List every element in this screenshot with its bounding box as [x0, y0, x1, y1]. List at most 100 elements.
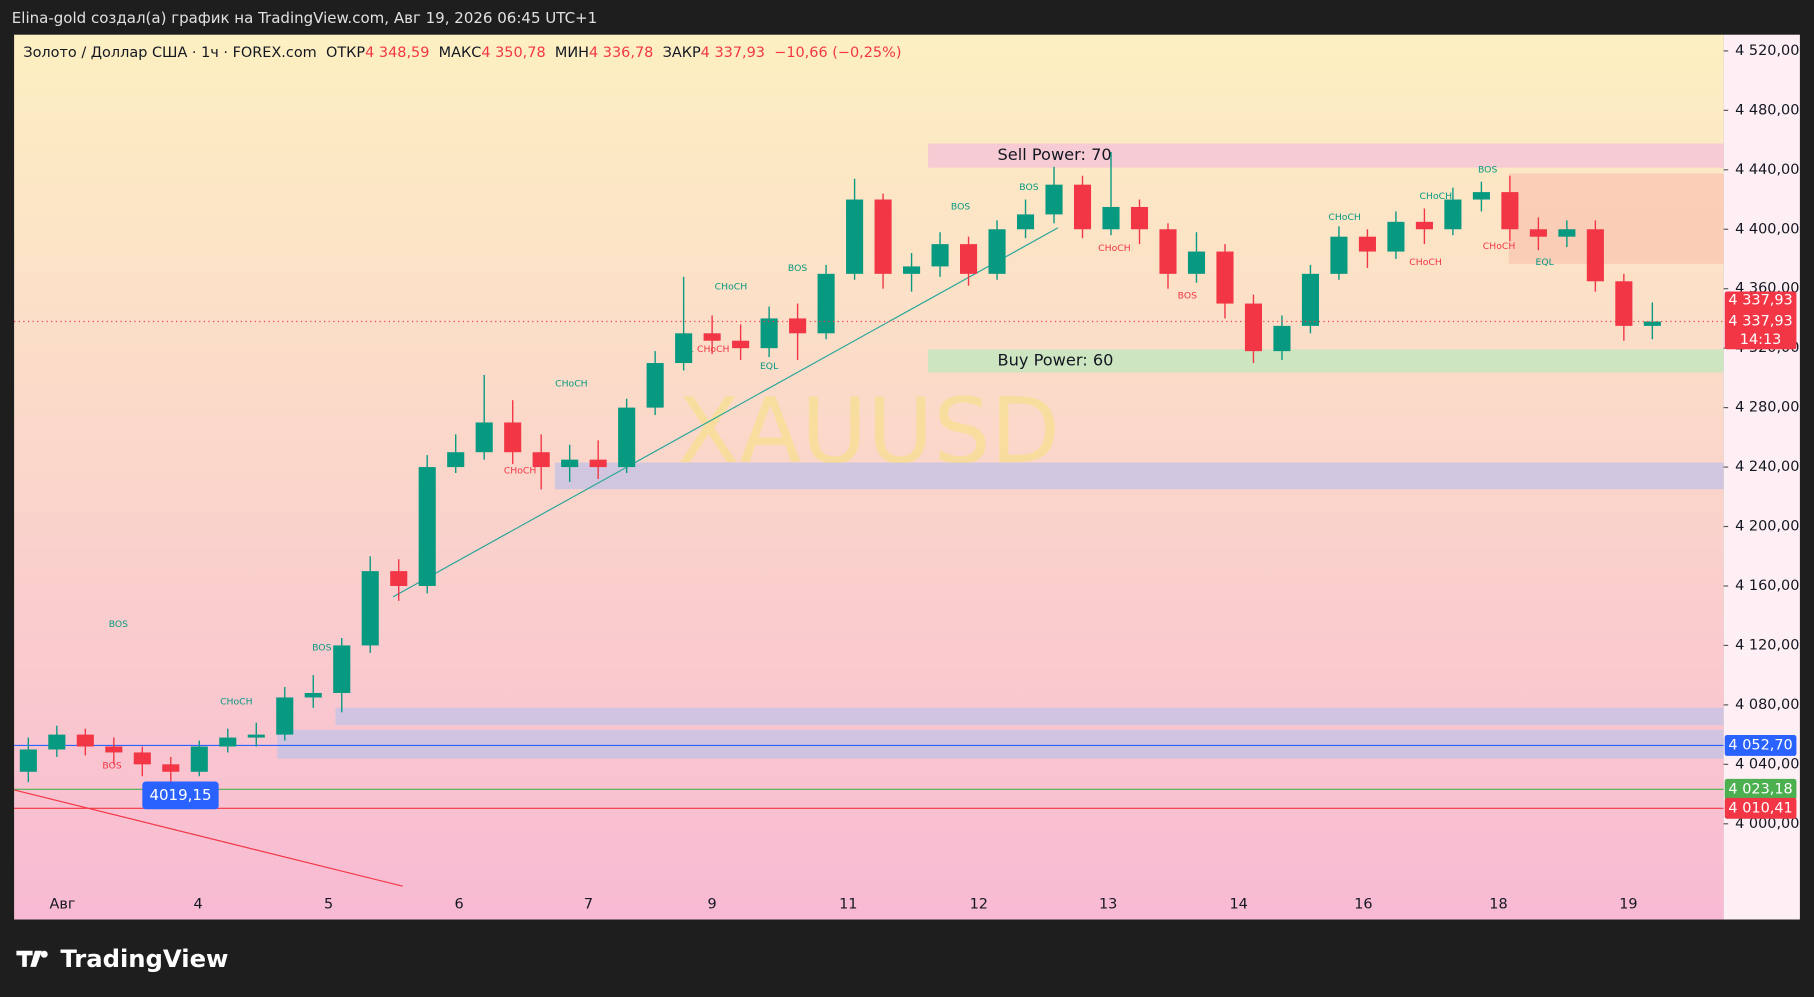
- candle-body: [703, 333, 721, 341]
- price-tag-label: 4 052,70: [1728, 737, 1792, 753]
- candle-body: [1330, 236, 1348, 274]
- structure-label: EQL: [1536, 257, 1555, 268]
- price-tag: [1724, 797, 1797, 819]
- x-tick-label: 12: [970, 896, 988, 912]
- zone: [335, 707, 1724, 726]
- price-tag: [1724, 778, 1797, 800]
- candle-body: [418, 467, 436, 586]
- structure-label: EQL: [760, 361, 779, 372]
- callout-label: 4019,15: [149, 786, 211, 804]
- structure-label: BOS: [102, 760, 121, 771]
- candle-body: [1045, 184, 1063, 215]
- x-tick-label: 6: [455, 896, 464, 912]
- candle-body: [789, 318, 807, 334]
- candle-body: [532, 452, 550, 468]
- candle-body: [304, 692, 322, 698]
- candle-body: [133, 752, 151, 765]
- trendline: [13, 789, 403, 887]
- y-tick-label: 4 440,00: [1735, 162, 1799, 178]
- structure-label: BOS: [1478, 164, 1497, 175]
- candle-body: [1159, 229, 1177, 274]
- y-tick-label: 4 160,00: [1735, 578, 1799, 594]
- candle-body: [19, 749, 37, 772]
- trendline: [392, 227, 1059, 598]
- legend-title: Золото / Доллар США · 1ч · FOREX.com: [23, 45, 316, 61]
- candle-body: [219, 737, 237, 747]
- last-price-label: 4 337,93: [1728, 314, 1792, 330]
- candle-body: [732, 340, 750, 349]
- y-tick-label: 4 040,00: [1735, 756, 1799, 772]
- structure-label: CHoCH: [555, 378, 588, 389]
- structure-label: CHoCH: [697, 344, 730, 355]
- logo: TradingView: [60, 944, 228, 973]
- structure-label: CHoCH: [1328, 212, 1361, 223]
- y-tick-label: 4 400,00: [1735, 221, 1799, 237]
- candle-body: [504, 422, 522, 453]
- legend: Золото / Доллар США · 1ч · FOREX.com ОТКР…: [23, 45, 901, 61]
- candle-body: [960, 244, 978, 274]
- candle-body: [1301, 273, 1319, 326]
- y-tick-label: 4 200,00: [1735, 519, 1799, 535]
- candle-body: [846, 199, 864, 274]
- candle-body: [874, 199, 892, 274]
- candle-body: [675, 333, 693, 364]
- legend-label: МАКС: [439, 45, 482, 61]
- zone: [928, 349, 1724, 373]
- candle-body: [390, 571, 408, 586]
- candle-body: [1643, 321, 1661, 326]
- x-tick-label: 13: [1099, 896, 1117, 912]
- caption: Elina-gold создал(а) график на TradingVi…: [12, 9, 597, 27]
- structure-label: BOS: [109, 619, 128, 630]
- structure-label: BOS: [312, 642, 331, 653]
- candle-body: [447, 452, 465, 468]
- y-tick-label: 4 080,00: [1735, 697, 1799, 713]
- x-tick-label: 9: [708, 896, 717, 912]
- legend-label: ЗАКР: [663, 45, 701, 61]
- candle-body: [1586, 229, 1604, 282]
- candle-body: [1016, 214, 1035, 230]
- price-tag-label: 4 010,41: [1728, 800, 1792, 816]
- candle-body: [1273, 325, 1291, 352]
- zone-label: Buy Power: 60: [997, 350, 1113, 369]
- candle-body: [1130, 206, 1149, 230]
- candle-body: [760, 318, 778, 349]
- candle-body: [1216, 251, 1234, 304]
- candle-body: [561, 459, 579, 468]
- x-tick-label: 11: [839, 896, 857, 912]
- structure-label: CHoCH: [1409, 257, 1442, 268]
- candle-body: [1444, 199, 1462, 230]
- x-tick-label: Авг: [50, 896, 76, 912]
- y-tick-label: 4 520,00: [1735, 43, 1799, 59]
- legend-value: 4 336,78: [589, 45, 653, 61]
- zone: [554, 462, 1724, 490]
- candle-body: [618, 407, 636, 468]
- candle-body: [589, 459, 607, 468]
- zone: [928, 143, 1724, 168]
- candle-body: [48, 734, 66, 750]
- price-tag-label: 4 023,18: [1728, 781, 1792, 797]
- candle-body: [247, 734, 265, 738]
- candle-body: [1387, 221, 1405, 252]
- structure-label: CHoCH: [1483, 241, 1516, 252]
- candle-body: [1472, 192, 1490, 200]
- candle-body: [1358, 236, 1376, 252]
- candle-body: [1187, 251, 1206, 274]
- price-axis: [1723, 34, 1800, 920]
- y-tick-label: 4 480,00: [1735, 102, 1799, 118]
- last-price-tag: [1724, 291, 1797, 350]
- candle-body: [1615, 281, 1633, 326]
- countdown: 14:13: [1740, 332, 1782, 348]
- legend-label: МИН: [555, 45, 589, 61]
- y-tick-label: 4 120,00: [1735, 637, 1799, 653]
- candle-body: [475, 422, 493, 453]
- y-tick-label: 4 280,00: [1735, 400, 1799, 416]
- legend-label: ОТКР: [326, 45, 365, 61]
- candle-body: [190, 746, 208, 772]
- x-tick-label: 4: [194, 896, 203, 912]
- candle-body: [1529, 229, 1547, 237]
- candle-body: [646, 363, 664, 408]
- candle-body: [1501, 192, 1519, 230]
- candle-body: [988, 229, 1006, 274]
- structure-label: CHoCH: [715, 282, 748, 293]
